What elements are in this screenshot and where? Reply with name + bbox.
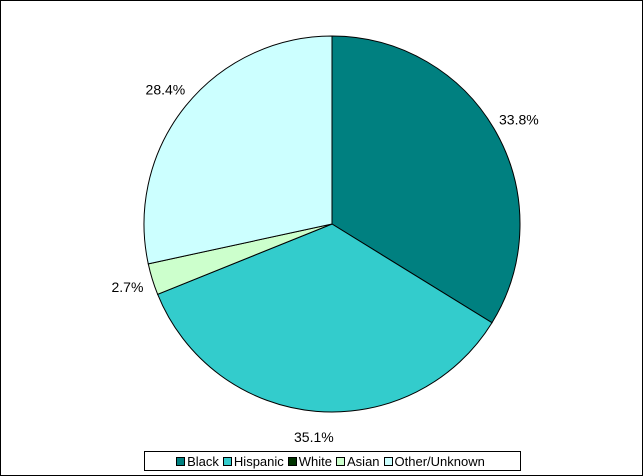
legend-item-asian: Asian — [336, 454, 380, 469]
chart-legend: Black Hispanic White Asian Other/Unknown — [144, 451, 521, 471]
slice-label-hispanic: 35.1% — [294, 429, 334, 445]
legend-swatch-asian — [336, 456, 346, 466]
legend-item-other-unknown: Other/Unknown — [383, 453, 485, 469]
legend-item-hispanic: Hispanic — [222, 453, 284, 469]
pie-slice-labels: 33.8% 35.1% 2.7% 28.4% — [111, 82, 538, 446]
legend-item-black: Black — [176, 454, 219, 469]
slice-label-black: 33.8% — [499, 112, 539, 128]
legend-label-black: Black — [187, 453, 219, 469]
legend-swatch-hispanic — [222, 456, 232, 466]
legend-swatch-black — [176, 456, 186, 466]
legend-swatch-white — [287, 456, 297, 466]
slice-label-asian: 2.7% — [111, 279, 143, 295]
pie-slice-black — [331, 35, 521, 324]
legend-swatch-other-unknown — [383, 456, 393, 466]
slice-label-other-unknown: 28.4% — [146, 82, 186, 98]
legend-label-hispanic: Hispanic — [233, 453, 284, 469]
legend-label-other-unknown: Other/Unknown — [394, 453, 485, 469]
legend-label-asian: Asian — [347, 453, 380, 469]
pie-slice-hispanic — [156, 223, 493, 413]
pie-slice-other-unknown — [143, 35, 333, 265]
legend-item-white: White — [287, 453, 333, 469]
pie-slices — [143, 35, 521, 413]
legend-label-white: White — [298, 453, 333, 469]
